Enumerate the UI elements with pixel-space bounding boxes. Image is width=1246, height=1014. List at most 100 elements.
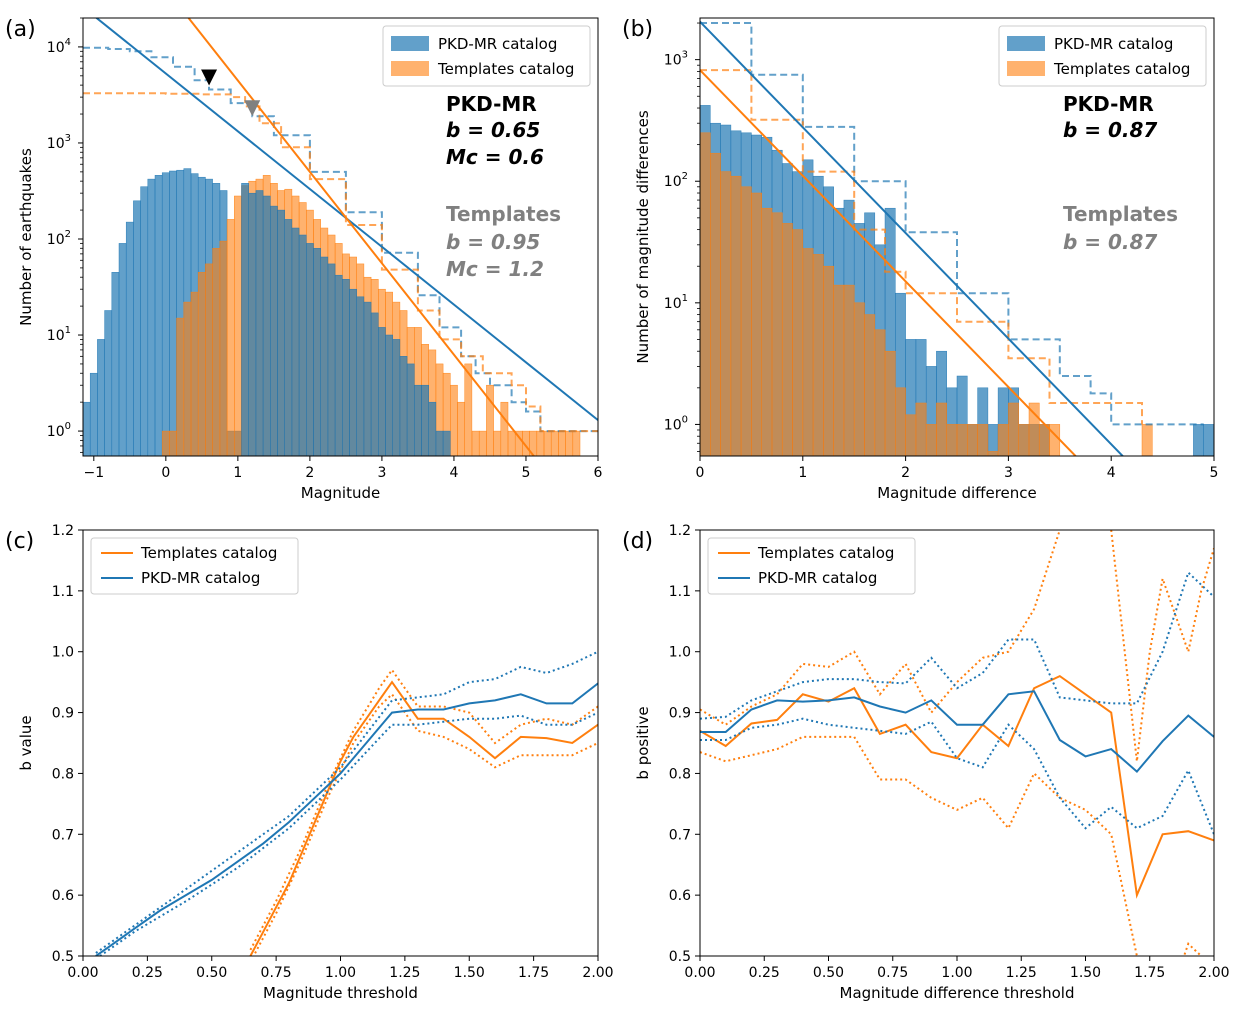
annotation-pkd-mc: Mc = 0.6 (446, 145, 544, 169)
bar-pkd (255, 190, 264, 456)
bar-pkd (133, 200, 141, 456)
bar-templates (183, 301, 192, 456)
x-axis-label: Magnitude difference threshold (840, 984, 1075, 1002)
bar-templates (169, 430, 177, 456)
bar-templates (493, 430, 502, 456)
y-tick-label: 102 (47, 229, 71, 248)
panel-label: (c) (5, 529, 34, 554)
bar-pkd (414, 384, 422, 456)
bar-templates (471, 430, 480, 456)
panel-label: (d) (622, 529, 653, 554)
bar-pkd (248, 192, 257, 456)
bar-templates (486, 384, 494, 456)
pkd-bound-line (700, 717, 1214, 835)
bar-pkd (370, 312, 379, 456)
bar-pkd (334, 274, 343, 456)
y-tick-label: 1.2 (669, 523, 691, 539)
legend-box (382, 25, 591, 87)
axes-frame (82, 529, 599, 957)
annotation-templates-b: b = 0.87 (1063, 230, 1157, 254)
templates-fit-line (187, 18, 536, 456)
legend-label: PKD-MR catalog (758, 569, 877, 587)
x-tick-label: 3 (377, 465, 386, 481)
bar-templates (1141, 424, 1153, 456)
x-tick-label: 2.00 (582, 965, 613, 981)
bar-templates (478, 430, 487, 456)
bar-templates (771, 212, 783, 456)
legend-label: Templates catalog (437, 60, 574, 78)
y-tick-label: 0.6 (669, 888, 691, 904)
x-tick-label: 3 (1004, 465, 1013, 481)
bar-templates (864, 314, 876, 456)
annotation-pkd-title: PKD-MR (446, 92, 537, 116)
bar-templates (843, 284, 855, 456)
y-tick-label: 0.8 (669, 766, 691, 782)
bar-templates (895, 387, 906, 456)
pkd-bound-line (98, 711, 598, 956)
plot-area (700, 530, 1214, 956)
legend-label: Templates catalog (140, 544, 277, 562)
legend-label: PKD-MR catalog (1054, 35, 1173, 53)
bar-templates (730, 175, 742, 456)
x-tick-label: 4 (1107, 465, 1116, 481)
y-tick-label: 0.6 (52, 888, 74, 904)
x-axis-label: Magnitude difference (877, 484, 1037, 502)
bar-pkd (1203, 424, 1214, 456)
legend-label: Templates catalog (1053, 60, 1190, 78)
bar-templates (761, 207, 773, 456)
bar-templates (833, 284, 845, 456)
bar-pkd (327, 263, 336, 456)
y-axis-label: Number of earthquakes (17, 148, 35, 326)
annotation-templates-title: Templates (1063, 202, 1178, 226)
bar-pkd (111, 272, 120, 456)
bar-pkd (435, 430, 444, 456)
bar-templates (197, 272, 206, 456)
x-tick-label: 1.00 (941, 965, 972, 981)
bar-templates (457, 401, 465, 456)
y-tick-label: 100 (47, 421, 71, 440)
mc-marker (201, 69, 218, 86)
bar-templates (507, 430, 516, 456)
annotation-pkd-b: b = 0.65 (446, 118, 540, 142)
bar-pkd (97, 339, 105, 456)
bar-templates (234, 195, 242, 456)
annotation-pkd-title: PKD-MR (1063, 92, 1154, 116)
bar-templates (915, 402, 927, 456)
x-tick-label: 2 (305, 465, 314, 481)
bar-templates (720, 171, 732, 456)
bar-templates (802, 248, 814, 456)
bar-pkd (83, 401, 91, 456)
bar-templates (967, 424, 978, 456)
bar-pkd (363, 301, 372, 456)
x-tick-label: 0.75 (261, 965, 292, 981)
panel-b: 0 1 2 3 4 5 100 101 102 103 Magnitude difference Nu… (622, 17, 1218, 502)
x-tick-label: 0.75 (877, 965, 908, 981)
bar-pkd (284, 219, 293, 456)
bar-pkd (320, 256, 329, 456)
x-tick-label: 1 (233, 465, 242, 481)
bar-pkd (406, 363, 415, 456)
legend-label: PKD-MR catalog (141, 569, 260, 587)
y-tick-label: 104 (47, 37, 71, 56)
bar-pkd (956, 375, 968, 456)
pkd-bound-line (95, 650, 598, 954)
bar-pkd (392, 339, 401, 456)
x-tick-label: 1.00 (325, 965, 356, 981)
y-tick-label: 0.7 (52, 827, 74, 843)
bar-templates (450, 384, 458, 456)
bar-templates (751, 192, 762, 456)
bar-pkd (270, 205, 278, 456)
y-tick-label: 100 (664, 414, 688, 433)
x-tick-label: 1.75 (1134, 965, 1165, 981)
legend-box (90, 537, 299, 595)
x-tick-label: 0.50 (813, 965, 844, 981)
y-axis-label: b positive (634, 706, 652, 779)
y-tick-label: 102 (664, 171, 688, 190)
legend-label: PKD-MR catalog (438, 35, 557, 53)
bar-templates (987, 451, 999, 456)
y-tick-label: 103 (664, 50, 688, 69)
x-tick-label: 0 (161, 465, 170, 481)
y-tick-label: 1.1 (52, 584, 74, 600)
legend-swatch (391, 36, 429, 51)
